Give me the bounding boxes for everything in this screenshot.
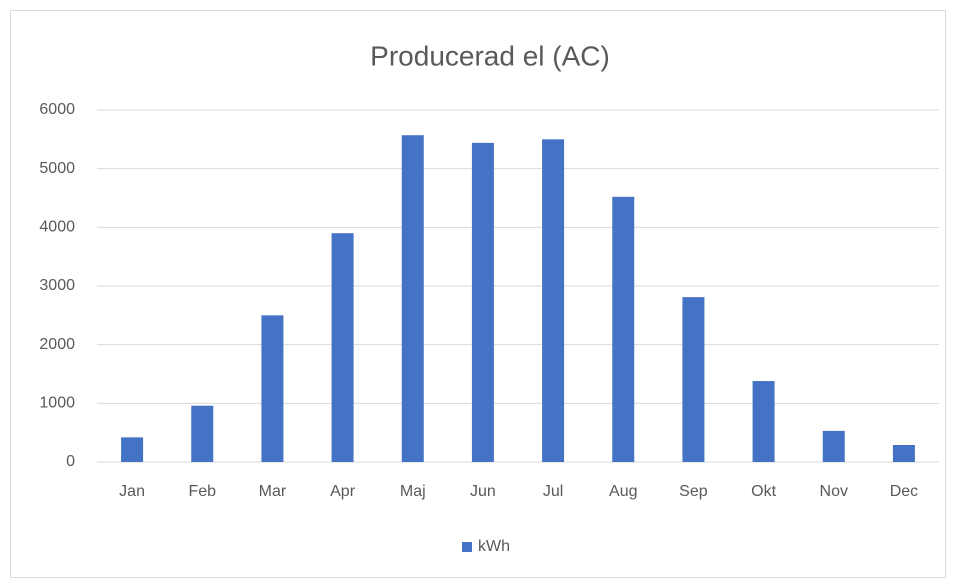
y-tick-label: 3000 [39, 277, 75, 294]
x-tick-label: Feb [188, 483, 216, 500]
x-tick-label: Maj [400, 483, 426, 500]
y-tick-label: 5000 [39, 160, 75, 177]
x-tick-label: Apr [330, 483, 356, 500]
y-tick-label: 2000 [39, 336, 75, 353]
y-tick-label: 0 [66, 453, 75, 470]
bar [822, 430, 845, 462]
legend-label: kWh [478, 538, 510, 555]
bar [612, 196, 635, 462]
x-tick-label: Jan [119, 483, 145, 500]
chart-title: Producerad el (AC) [370, 40, 610, 71]
y-tick-label: 1000 [39, 395, 75, 412]
x-tick-label: Jul [543, 483, 563, 500]
bar [892, 444, 915, 462]
bar [261, 315, 284, 462]
y-tick-label: 6000 [39, 101, 75, 118]
bar [682, 297, 705, 462]
legend-swatch [462, 542, 472, 552]
x-tick-label: Aug [609, 483, 637, 500]
x-tick-label: Jun [470, 483, 496, 500]
bar [752, 381, 775, 462]
y-tick-label: 4000 [39, 219, 75, 236]
x-tick-label: Nov [820, 483, 848, 500]
bar [331, 233, 354, 462]
x-tick-label: Mar [259, 483, 287, 500]
bar [121, 437, 144, 462]
x-tick-label: Dec [890, 483, 918, 500]
x-tick-label: Sep [679, 483, 708, 500]
bar [471, 142, 494, 462]
bar [542, 139, 565, 463]
x-tick-label: Okt [751, 483, 776, 500]
bar [191, 405, 214, 462]
bar [401, 135, 424, 462]
